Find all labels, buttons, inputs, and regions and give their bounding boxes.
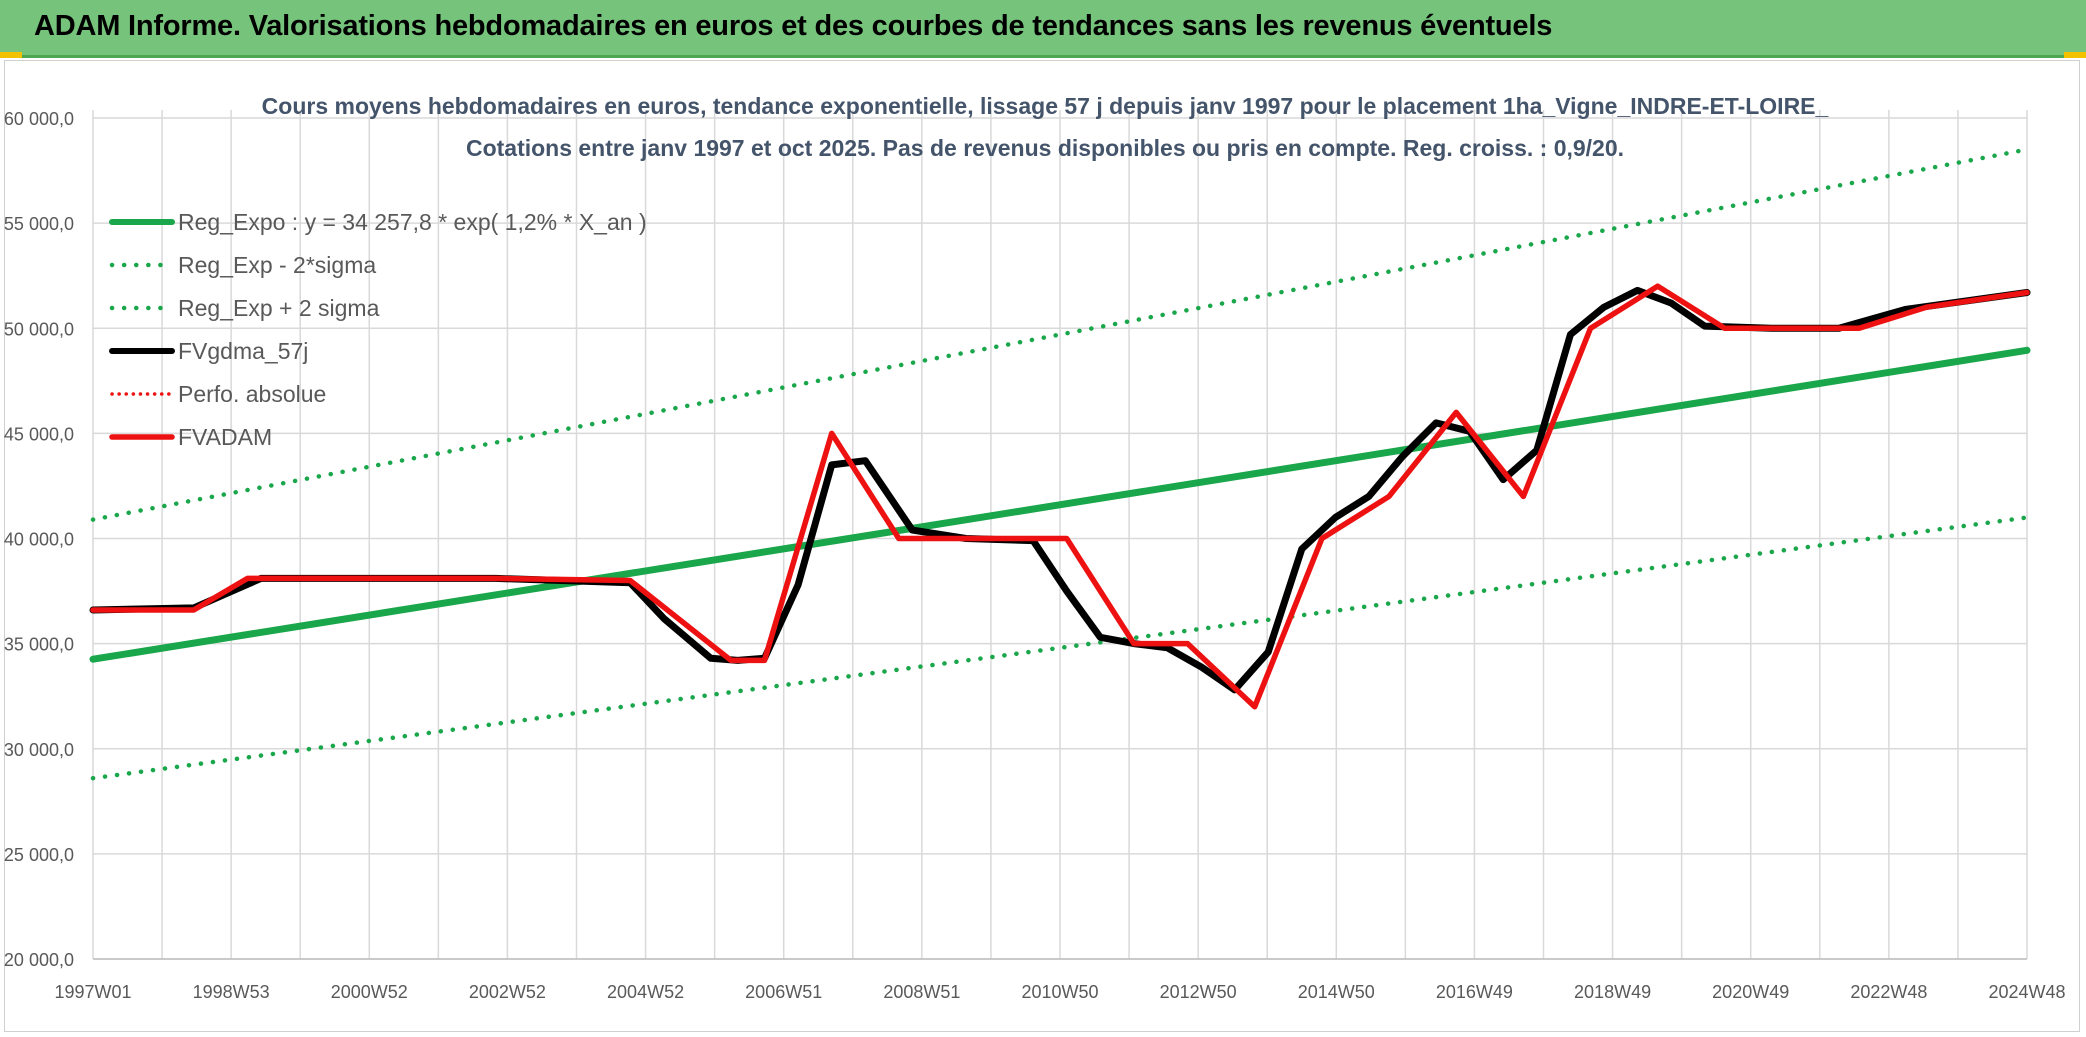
x-tick-label: 1997W01 (54, 982, 131, 1002)
corner-mark-right (2064, 52, 2086, 58)
chart-title: Cours moyens hebdomadaires en euros, ten… (262, 93, 1829, 119)
x-tick-label: 2016W49 (1436, 982, 1513, 1002)
y-tick-label: 55 000,0 (4, 214, 74, 234)
x-tick-label: 2012W50 (1160, 982, 1237, 1002)
y-tick-label: 45 000,0 (4, 424, 74, 444)
x-tick-label: 2006W51 (745, 982, 822, 1002)
y-tick-label: 50 000,0 (4, 319, 74, 339)
series-line-5 (90, 283, 2030, 710)
y-tick-label: 30 000,0 (4, 740, 74, 760)
x-tick-label: 2002W52 (469, 982, 546, 1002)
x-tick-label: 2022W48 (1850, 982, 1927, 1002)
x-tick-label: 2000W52 (331, 982, 408, 1002)
axis-layer: 20 000,0 25 000,0 30 000,0 35 000,0 40 000,0… (4, 109, 2066, 1002)
series-line-1 (90, 515, 2030, 781)
x-tick-label: 2014W50 (1298, 982, 1375, 1002)
series-layer (89, 147, 2031, 781)
legend-label-4: Perfo. absolue (178, 381, 326, 407)
x-tick-label: 2008W51 (883, 982, 960, 1002)
x-tick-label: 2010W50 (1021, 982, 1098, 1002)
page-title: ADAM Informe. Valorisations hebdomadaire… (34, 10, 1553, 42)
x-tick-label: 1998W53 (193, 982, 270, 1002)
grid-layer (92, 110, 2028, 960)
x-tick-label: 2018W49 (1574, 982, 1651, 1002)
series-line-0 (89, 346, 2031, 663)
series-line-2 (90, 147, 2030, 522)
chart-frame (4, 60, 2080, 1032)
y-tick-label: 60 000,0 (4, 109, 74, 129)
legend-label-5: FVADAM (178, 424, 272, 450)
y-tick-label: 25 000,0 (4, 845, 74, 865)
chart-subtitle: Cotations entre janv 1997 et oct 2025. P… (466, 135, 1624, 161)
legend-label-3: FVgdma_57j (178, 338, 308, 364)
y-tick-label: 40 000,0 (4, 530, 74, 550)
x-tick-label: 2004W52 (607, 982, 684, 1002)
legend-label-1: Reg_Exp - 2*sigma (178, 252, 376, 278)
corner-mark-left (0, 52, 22, 58)
legend-label-2: Reg_Exp + 2 sigma (178, 295, 380, 321)
x-tick-label: 2020W49 (1712, 982, 1789, 1002)
legend-label-0: Reg_Expo : y = 34 257,8 * exp( 1,2% * X_… (178, 209, 647, 235)
legend: Reg_Expo : y = 34 257,8 * exp( 1,2% * X_… (109, 209, 647, 450)
y-tick-label: 35 000,0 (4, 635, 74, 655)
x-tick-label: 2024W48 (1988, 982, 2065, 1002)
header-banner: ADAM Informe. Valorisations hebdomadaire… (0, 0, 2086, 58)
series-line-3 (89, 286, 2031, 694)
y-tick-label: 20 000,0 (4, 950, 74, 970)
